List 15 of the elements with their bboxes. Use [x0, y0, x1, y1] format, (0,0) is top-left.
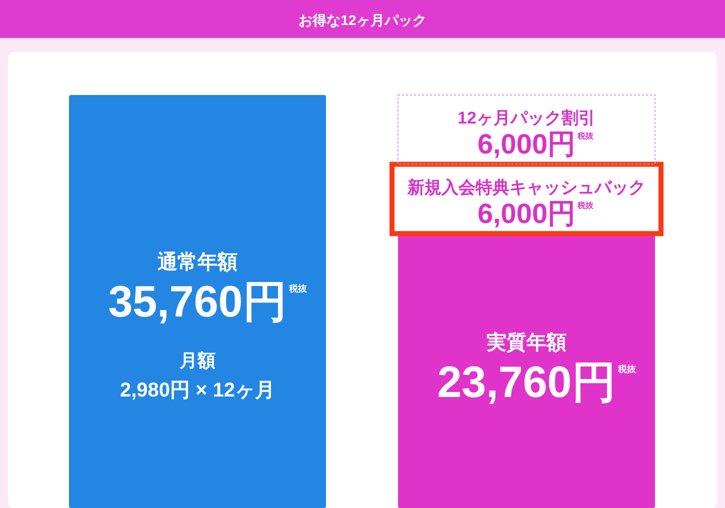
data-label: 35,760円: [108, 277, 287, 326]
series-label: 新規入会特典キャッシュバック: [406, 178, 646, 197]
annotation: 2,980円 × 12ヶ月: [120, 379, 276, 402]
chart-title: お得な12ヶ月パック: [298, 12, 426, 28]
series-label: 12ヶ月パック割引: [458, 108, 596, 128]
data-label: 23,760円: [437, 358, 616, 407]
annotation: 月額: [178, 350, 216, 370]
x-tick-label: 実質年額: [486, 330, 566, 354]
text: 税抜: [578, 200, 594, 210]
text: 税抜: [578, 132, 594, 141]
x-tick-label: 通常年額: [156, 250, 238, 274]
data-label: 6,000円: [477, 198, 576, 229]
annotation: 税抜: [288, 283, 308, 294]
text: 税抜: [618, 364, 636, 374]
data-label: 6,000円: [477, 128, 576, 160]
